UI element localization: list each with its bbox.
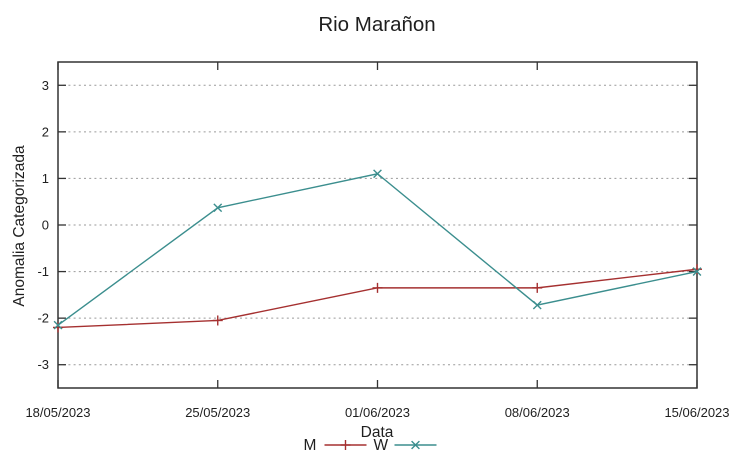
marker-W-3 <box>532 300 542 310</box>
legend-label-M: M <box>304 437 317 454</box>
y-tick-label: -2 <box>37 311 49 326</box>
legend-label-W: W <box>374 437 389 454</box>
x-tick-label: 15/06/2023 <box>664 405 729 420</box>
marker-W-2 <box>373 169 382 179</box>
x-tick-label: 08/06/2023 <box>505 405 570 420</box>
marker-W-4 <box>692 267 702 276</box>
chart-title: Rio Marañon <box>318 13 435 36</box>
x-tick-label: 18/05/2023 <box>25 405 90 420</box>
y-axis-title: Anomalia Categorizada <box>11 145 28 307</box>
legend-marker-W <box>411 440 420 450</box>
series-line-M <box>57 268 698 329</box>
series-line-W <box>57 173 698 326</box>
x-axis-title: Data <box>361 424 394 441</box>
y-tick-label: -3 <box>37 357 49 372</box>
x-tick-label: 01/06/2023 <box>345 405 410 420</box>
marker-W-1 <box>213 203 223 213</box>
y-tick-label: 1 <box>42 171 49 186</box>
y-tick-label: 0 <box>42 218 49 233</box>
x-tick-label: 25/05/2023 <box>185 405 250 420</box>
plot-area: 3 2 1 0 -1 -2 -3 18/05/2023 25/05/2023 01/06/2023… <box>25 61 730 420</box>
plot-border <box>57 61 698 389</box>
y-tick-label: 3 <box>42 78 49 93</box>
marker-W-0 <box>53 320 63 330</box>
y-tick-label: -1 <box>37 264 49 279</box>
y-tick-label: 2 <box>42 124 49 139</box>
